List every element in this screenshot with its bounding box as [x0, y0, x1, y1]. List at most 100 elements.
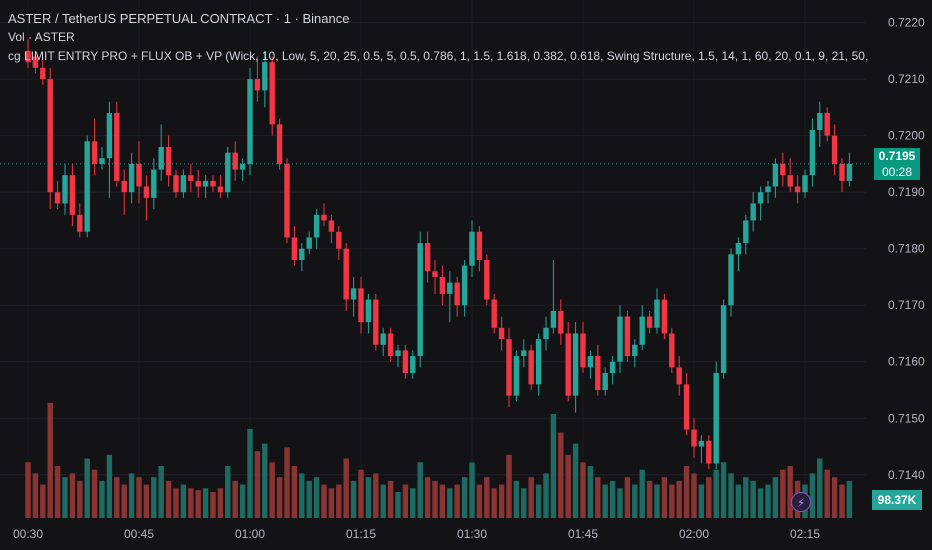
candle-body — [424, 243, 431, 272]
candle-body — [839, 163, 845, 181]
volume-bar — [373, 473, 379, 518]
volume-bar — [521, 488, 527, 518]
candle-body — [128, 163, 135, 193]
candle-body — [743, 220, 749, 244]
volume-bar — [661, 477, 668, 518]
volume-bar — [99, 480, 105, 518]
candle-body — [491, 299, 497, 328]
candle-body — [158, 146, 164, 170]
candle-body — [757, 192, 764, 204]
candle-body — [99, 158, 105, 164]
volume-bar — [62, 477, 68, 518]
candle-body — [69, 175, 76, 215]
volume-bar — [84, 458, 90, 518]
volume-bar — [188, 488, 194, 518]
volume-bar — [439, 484, 446, 518]
volume-bar — [358, 469, 364, 518]
candle-body — [698, 440, 705, 447]
candle-body — [358, 288, 364, 323]
candle-body — [299, 248, 305, 260]
volume-bar — [143, 484, 150, 518]
volume-bar — [676, 480, 682, 518]
volume-bar — [410, 488, 416, 518]
candle-body — [417, 243, 423, 357]
volume-bar — [772, 477, 779, 518]
candle-body — [328, 220, 335, 232]
volume-bar — [706, 477, 712, 518]
candle-body — [188, 175, 194, 181]
volume-bar — [824, 469, 830, 518]
x-tick-label: 02:15 — [790, 527, 820, 541]
y-tick-label: 0.7210 — [888, 72, 925, 86]
volume-bar — [77, 480, 83, 518]
candle-body — [202, 180, 209, 187]
volume-bar — [587, 466, 594, 518]
candle-body — [469, 231, 475, 266]
candle-body — [558, 310, 564, 334]
current-price-tag: 0.7195 — [874, 148, 920, 164]
volume-bar — [217, 488, 224, 518]
candle-body — [550, 310, 557, 328]
volume-bar — [114, 477, 120, 518]
candle-body — [476, 231, 483, 260]
volume-bar — [595, 477, 601, 518]
volume-bar — [639, 469, 645, 518]
volume-bar — [669, 484, 675, 518]
candle-body — [809, 130, 816, 176]
volume-bar — [484, 477, 490, 518]
candle-body — [380, 333, 386, 345]
volume-bar — [535, 484, 542, 518]
candle-body — [40, 67, 46, 80]
volume-bar — [513, 480, 520, 518]
volume-bar — [291, 466, 298, 518]
candle-body — [395, 350, 401, 357]
candle-body — [735, 243, 742, 255]
candle-body — [543, 327, 549, 340]
candle-body — [624, 316, 631, 357]
candle-body — [373, 299, 379, 345]
candle-body — [269, 62, 275, 125]
candle-body — [831, 135, 838, 164]
volume-bar — [831, 477, 838, 518]
volume-bar — [817, 458, 823, 518]
volume-bar — [151, 477, 157, 518]
volume-bar — [624, 477, 631, 518]
candle-body — [232, 152, 238, 170]
candle-body — [513, 356, 520, 396]
candle-body — [284, 163, 290, 238]
candle-body — [728, 254, 734, 306]
candle-body — [846, 163, 853, 181]
candle-body — [91, 141, 98, 164]
volume-bar — [454, 484, 460, 518]
y-tick-label: 0.7200 — [888, 129, 925, 143]
candle-body — [343, 248, 349, 300]
volume-bar — [202, 488, 209, 518]
candle-body — [336, 231, 342, 249]
volume-bar — [365, 477, 372, 518]
volume-bar — [543, 473, 549, 518]
volume-bar — [528, 477, 534, 518]
volume-value-tag: 98.37K — [872, 490, 922, 510]
candle-body — [276, 124, 283, 164]
candle-body — [498, 327, 505, 340]
candle-body — [47, 79, 53, 193]
volume-bar — [728, 473, 734, 518]
volume-bar — [284, 447, 290, 518]
volume-bar — [683, 466, 690, 518]
candle-body — [720, 305, 727, 374]
volume-bar — [336, 484, 342, 518]
candle-body — [535, 339, 542, 385]
candle-body — [646, 316, 653, 328]
candle-body — [77, 214, 83, 232]
y-tick-label: 0.7150 — [888, 411, 925, 425]
lightning-bolt-icon[interactable]: ⚡ — [791, 492, 811, 512]
volume-bar — [121, 484, 127, 518]
candle-body — [32, 56, 39, 68]
x-tick-label: 01:45 — [568, 527, 598, 541]
volume-bar — [506, 454, 512, 518]
volume-bar — [128, 473, 135, 518]
volume-bar — [417, 462, 423, 518]
volume-bar — [395, 492, 401, 518]
candle-body — [262, 62, 268, 91]
